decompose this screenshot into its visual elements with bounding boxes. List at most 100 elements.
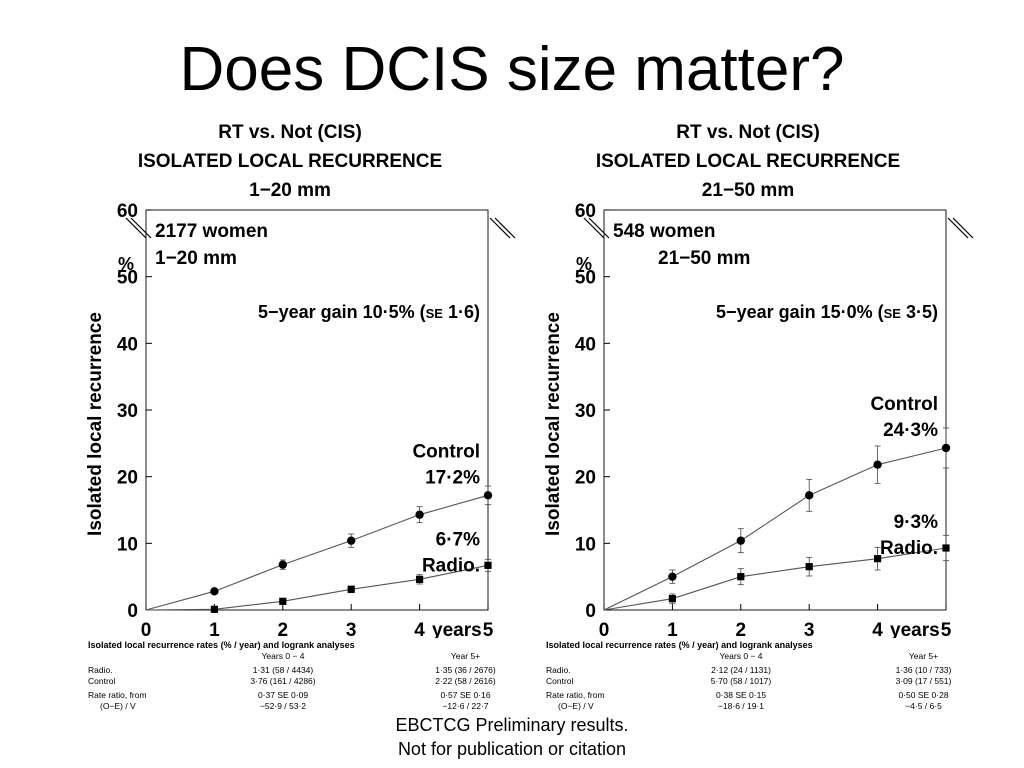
series-end-label: Radio. — [880, 538, 938, 559]
x-tick-label: 3 — [346, 620, 357, 638]
chart-heading-line: 21−50 mm — [701, 180, 795, 201]
table-cell: 3·09 (17 / 551) — [895, 675, 952, 686]
table-col-header: Year 5+ — [450, 650, 481, 661]
table-cell: Radio. — [88, 665, 113, 675]
series-end-label: 17·2% — [425, 467, 480, 488]
chart-heading-line: RT vs. Not (CIS) — [676, 122, 820, 143]
table-cell: 0·50 SE 0·28 — [898, 690, 949, 700]
table-col-header: Years 0 − 4 — [261, 650, 305, 661]
table-col-header: Years 0 − 4 — [719, 650, 763, 661]
data-point-radio — [874, 555, 882, 563]
data-point-control — [805, 491, 814, 500]
y-tick-label: 30 — [117, 401, 138, 422]
x-tick-label: 0 — [141, 620, 152, 638]
y-tick-label: 20 — [117, 468, 138, 489]
gain-annotation: 5−year gain 15·0% (SE 3·5) — [716, 302, 938, 322]
table-cell: 1·35 (36 / 2676) — [435, 665, 496, 675]
data-point-control — [347, 536, 356, 545]
data-point-radio — [279, 597, 287, 605]
table-cell: 2·22 (58 / 2616) — [435, 675, 496, 686]
data-point-control — [941, 443, 951, 453]
data-point-control — [210, 587, 219, 596]
break-line — [583, 217, 605, 239]
series-end-label: Control — [412, 441, 480, 462]
series-end-label: 6·7% — [436, 529, 480, 550]
x-tick-label: 2 — [736, 620, 747, 638]
y-unit-label: % — [118, 254, 134, 274]
table-cell: Rate ratio, from — [546, 690, 605, 700]
table-cell: 3·76 (161 / 4286) — [250, 675, 316, 686]
data-point-radio — [416, 575, 424, 583]
gain-label: 5−year gain 15·0% ( — [716, 302, 884, 322]
table-cell: −4·5 / 6·5 — [905, 700, 942, 711]
data-point-radio — [484, 561, 492, 569]
axis-break-mark — [947, 217, 974, 239]
y-tick-label: 10 — [117, 534, 138, 555]
table-cell: Control — [88, 675, 116, 686]
chart-panel-left: RT vs. Not (CIS) ISOLATED LOCAL RECURREN… — [50, 118, 530, 718]
break-line — [130, 217, 152, 239]
y-tick-label: 0 — [127, 601, 138, 622]
table-row: Radio. 2·12 (24 / 1131) 1·36 (10 / 733) — [546, 665, 966, 676]
break-line — [489, 217, 511, 239]
table-cell: 0·37 SE 0·09 — [257, 690, 309, 700]
x-tick-label: 1 — [667, 620, 678, 638]
chart-heading-line: RT vs. Not (CIS) — [218, 122, 362, 143]
x-tick-label: 5 — [483, 620, 494, 638]
data-point-radio — [942, 544, 950, 552]
footnote-line: Not for publication or citation — [397, 739, 627, 759]
break-line — [588, 217, 610, 239]
table-row: Radio. 1·31 (58 / 4434) 1·35 (36 / 2676) — [88, 665, 508, 676]
x-tick-label: 2 — [278, 620, 289, 638]
y-tick-label: 30 — [575, 401, 596, 422]
gain-value: 1·6) — [443, 302, 480, 322]
break-line — [952, 217, 974, 239]
table-row: Control 3·76 (161 / 4286) 2·22 (58 / 261… — [88, 676, 508, 687]
data-point-control — [415, 510, 424, 519]
x-axis-label: years — [890, 620, 940, 638]
series-line-radio — [145, 564, 489, 611]
y-tick-label: 10 — [575, 534, 596, 555]
y-tick-label: 60 — [575, 201, 596, 222]
y-axis-label: Isolated local recurrence — [85, 312, 106, 536]
data-point-radio — [347, 585, 355, 593]
table-row: (O−E) / V −18·6 / 19·1 −4·5 / 6·5 — [546, 701, 966, 712]
y-tick-label: 50 — [575, 268, 596, 289]
table-cell: −12·6 / 22·7 — [442, 700, 489, 711]
y-tick-label: 0 — [585, 601, 596, 622]
table-cell: −18·6 / 19·1 — [717, 700, 765, 711]
table-cell: (O−E) / V — [100, 700, 136, 711]
y-tick-label: 60 — [117, 201, 138, 222]
table-cell: −52·9 / 53·2 — [259, 700, 307, 711]
data-point-radio — [737, 573, 745, 581]
table-cell: Rate ratio, from — [88, 690, 147, 700]
x-tick-label: 3 — [804, 620, 815, 638]
data-point-control — [278, 560, 287, 569]
chart-heading-line: 1−20 mm — [249, 180, 331, 201]
footnote: EBCTCG Preliminary results. Not for publ… — [0, 713, 1024, 761]
x-tick-label: 1 — [209, 620, 220, 638]
table-row: Rate ratio, from 0·38 SE 0·15 0·50 SE 0·… — [546, 690, 966, 701]
axis-break-mark — [583, 217, 610, 239]
data-point-control — [736, 536, 745, 545]
data-point-radio — [210, 605, 218, 613]
series-end-label: 24·3% — [883, 420, 938, 441]
break-line — [947, 217, 969, 239]
table-caption: Isolated local recurrence rates (% / yea… — [88, 640, 355, 650]
table-cell: 1·31 (58 / 4434) — [252, 665, 314, 675]
table-cell: Radio. — [546, 665, 571, 675]
footnote-line: EBCTCG Preliminary results. — [395, 715, 629, 735]
table-row: (O−E) / V −52·9 / 53·2 −12·6 / 22·7 — [88, 701, 508, 712]
axis-break-mark — [489, 217, 516, 239]
y-unit-label: % — [576, 254, 592, 274]
gain-value: 3·5) — [901, 302, 938, 322]
gain-se: SE — [884, 306, 902, 321]
data-point-control — [668, 572, 677, 581]
inset-line: 21−50 mm — [658, 248, 750, 269]
x-tick-label: 5 — [941, 620, 952, 638]
chart-heading: RT vs. Not (CIS) ISOLATED LOCAL RECURREN… — [508, 118, 988, 205]
table-cell: 1·36 (10 / 733) — [895, 665, 952, 675]
inset-line: 548 women — [613, 221, 715, 242]
data-point-radio — [805, 563, 813, 571]
